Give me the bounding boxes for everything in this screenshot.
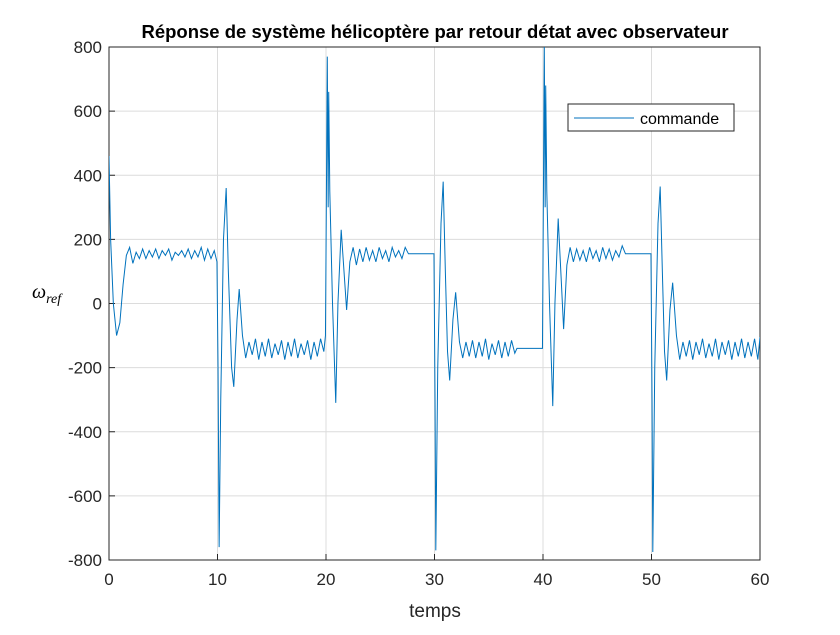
x-tick-label: 50 [642,570,661,589]
x-axis-label: temps [409,601,461,622]
chart-title: Réponse de système hélicoptère par retou… [141,21,728,42]
x-tick-label: 40 [534,570,553,589]
y-tick-label: 400 [74,166,102,185]
x-tick-label: 60 [751,570,770,589]
y-tick-label: 0 [93,295,102,314]
y-tick-label: 600 [74,102,102,121]
y-tick-label: 200 [74,230,102,249]
y-tick-label: -400 [68,423,102,442]
x-tick-label: 30 [425,570,444,589]
y-axis-label: ωref [32,281,63,307]
y-tick-label: 800 [74,38,102,57]
y-axis-label-symbol: ω [32,281,46,303]
y-tick-label: -800 [68,551,102,570]
line-series [109,47,760,552]
legend-label: commande [640,111,719,128]
y-axis-label-subscript: ref [46,292,63,307]
x-tick-label: 20 [317,570,336,589]
y-tick-label: -600 [68,487,102,506]
y-tick-label: -200 [68,359,102,378]
axes-box [108,46,761,561]
x-tick-label: 10 [208,570,227,589]
x-tick-label: 0 [104,570,113,589]
